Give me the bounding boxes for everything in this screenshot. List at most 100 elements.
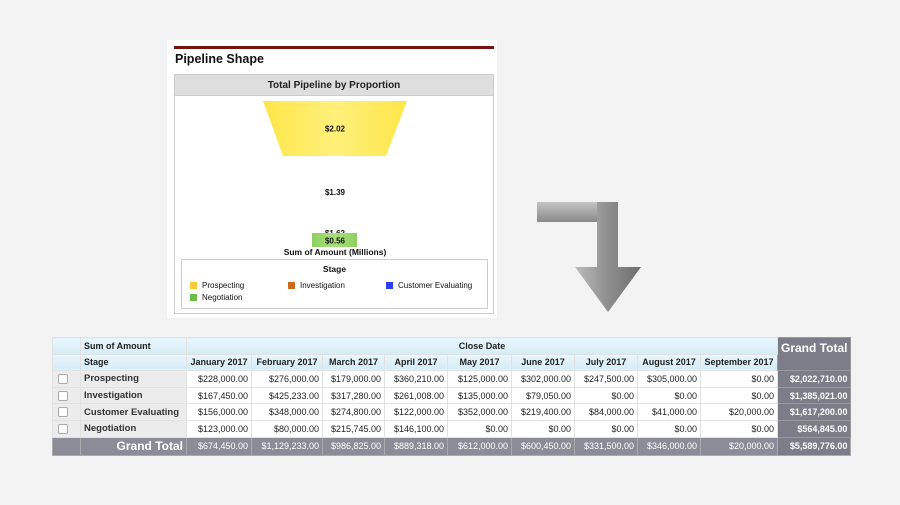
grand-total-header: Grand Total: [776, 336, 852, 372]
table-row: Investigation $167,450.00 $425,233.00 $317,…: [52, 386, 852, 405]
amount-cell: $360,210.00: [384, 370, 448, 388]
month-header[interactable]: February 2017: [251, 353, 323, 372]
amount-cell: $0.00: [511, 419, 575, 438]
funnel-data-label: $0.56: [325, 237, 346, 246]
grand-total-cell: $600,450.00: [511, 436, 575, 456]
month-header[interactable]: June 2017: [511, 353, 575, 372]
amount-cell: $125,000.00: [447, 370, 512, 388]
legend-title: Stage: [322, 264, 347, 274]
row-checkbox[interactable]: [58, 390, 68, 401]
amount-cell: $425,233.00: [251, 386, 323, 405]
amount-cell: $317,280.00: [322, 386, 385, 405]
amount-cell: $228,000.00: [186, 370, 252, 388]
amount-cell: $146,100.00: [384, 419, 448, 438]
bent-down-arrow-icon: [537, 202, 641, 312]
funnel-svg: $2.02$1.39$1.62$0.56: [263, 101, 407, 247]
grand-total-cell: $20,000.00: [700, 436, 778, 456]
funnel-chart: Total Pipeline by Proportion $2.02 $1.39 $…: [174, 74, 494, 314]
row-checkbox[interactable]: [58, 373, 68, 384]
amount-cell: $305,000.00: [637, 370, 701, 388]
amount-cell: $274,800.00: [322, 403, 385, 421]
amount-cell: $348,000.00: [251, 403, 323, 421]
month-header[interactable]: January 2017: [186, 353, 252, 372]
amount-cell: $276,000.00: [251, 370, 323, 388]
legend-item-investigation: Investigation: [288, 281, 345, 290]
row-checkbox[interactable]: [58, 423, 68, 434]
amount-cell: $302,000.00: [511, 370, 575, 388]
pivot-table: Sum of Amount Close Date Grand Total Stage J…: [52, 336, 852, 456]
amount-cell: $179,000.00: [322, 370, 385, 388]
row-total-cell: $2,022,710.00: [776, 370, 852, 388]
amount-cell: $261,008.00: [384, 386, 448, 405]
grand-total-cell: $986,825.00: [322, 436, 385, 456]
amount-cell: $247,500.00: [574, 370, 638, 388]
amount-cell: $123,000.00: [186, 419, 252, 438]
funnel-segment-0[interactable]: [263, 101, 407, 156]
amount-cell: $352,000.00: [447, 403, 512, 421]
funnel-data-label: $1.39: [325, 188, 346, 197]
amount-cell: $0.00: [574, 386, 638, 405]
amount-cell: $0.00: [700, 386, 778, 405]
month-header[interactable]: April 2017: [384, 353, 448, 372]
amount-cell: $135,000.00: [447, 386, 512, 405]
month-header[interactable]: July 2017: [574, 353, 638, 372]
table-row: Prospecting $228,000.00 $276,000.00 $179,00…: [52, 370, 852, 388]
grand-total-cell: $889,318.00: [384, 436, 448, 456]
stage-header: Stage: [80, 353, 187, 372]
legend-swatch: [190, 294, 197, 301]
chart-title: Total Pipeline by Proportion: [175, 75, 493, 96]
legend-swatch: [288, 282, 295, 289]
grand-total-cell: $1,129,233.00: [251, 436, 323, 456]
row-total-cell: $564,845.00: [776, 419, 852, 438]
amount-cell: $156,000.00: [186, 403, 252, 421]
row-total-cell: $1,385,021.00: [776, 386, 852, 405]
grand-total-label: Grand Total: [80, 436, 187, 456]
amount-cell: $219,400.00: [511, 403, 575, 421]
table-row: Negotiation $123,000.00 $80,000.00 $215,745…: [52, 419, 852, 438]
chart-xlabel: Sum of Amount (Millions): [283, 247, 387, 257]
legend-item-prospecting: Prospecting: [190, 281, 244, 290]
amount-cell: $0.00: [700, 370, 778, 388]
header-row-2: Stage January 2017 February 2017 March 2017…: [52, 353, 851, 372]
grand-total-cell: $674,450.00: [186, 436, 252, 456]
panel-title: Pipeline Shape: [175, 52, 264, 66]
grand-total-row: Grand Total $674,450.00 $1,129,233.00 $986,…: [52, 436, 852, 456]
row-total-cell: $1,617,200.00: [776, 403, 852, 421]
month-header[interactable]: September 2017: [700, 353, 778, 372]
stage-cell: Prospecting: [80, 370, 187, 388]
grand-total-cell: $331,500.00: [574, 436, 638, 456]
amount-cell: $84,000.00: [574, 403, 638, 421]
grand-total-cell: $612,000.00: [447, 436, 512, 456]
month-header[interactable]: May 2017: [447, 353, 512, 372]
table-row: Customer Evaluating $156,000.00 $348,000.0…: [52, 403, 852, 421]
header-row-1: Sum of Amount Close Date Grand Total: [52, 336, 852, 372]
month-header[interactable]: August 2017: [637, 353, 701, 372]
amount-cell: $0.00: [700, 419, 778, 438]
legend-item-customer-evaluating: Customer Evaluating: [386, 281, 472, 290]
amount-cell: $167,450.00: [186, 386, 252, 405]
chart-legend: Stage Prospecting Investigation Customer…: [181, 259, 488, 309]
panel-accent-line: [174, 46, 494, 49]
row-checkbox[interactable]: [58, 407, 68, 418]
amount-cell: $0.00: [637, 419, 701, 438]
grand-total-all: $5,589,776.00: [776, 436, 852, 456]
month-header[interactable]: March 2017: [322, 353, 385, 372]
funnel-segment-3[interactable]: [312, 233, 357, 247]
legend-swatch: [386, 282, 393, 289]
legend-item-negotiation: Negotiation: [190, 293, 242, 302]
amount-cell: $80,000.00: [251, 419, 323, 438]
funnel-data-label: $2.02: [325, 125, 346, 134]
amount-cell: $0.00: [447, 419, 512, 438]
amount-cell: $0.00: [637, 386, 701, 405]
corner-label: Sum of Amount: [80, 337, 187, 355]
amount-cell: $79,050.00: [511, 386, 575, 405]
amount-cell: $0.00: [574, 419, 638, 438]
pipeline-shape-panel: Pipeline Shape Total Pipeline by Proport…: [167, 40, 497, 318]
stage-cell: Investigation: [80, 386, 187, 405]
amount-cell: $215,745.00: [322, 419, 385, 438]
amount-cell: $41,000.00: [637, 403, 701, 421]
amount-cell: $20,000.00: [700, 403, 778, 421]
stage-cell: Negotiation: [80, 419, 187, 438]
column-group-label: Close Date: [186, 337, 778, 355]
legend-swatch: [190, 282, 197, 289]
